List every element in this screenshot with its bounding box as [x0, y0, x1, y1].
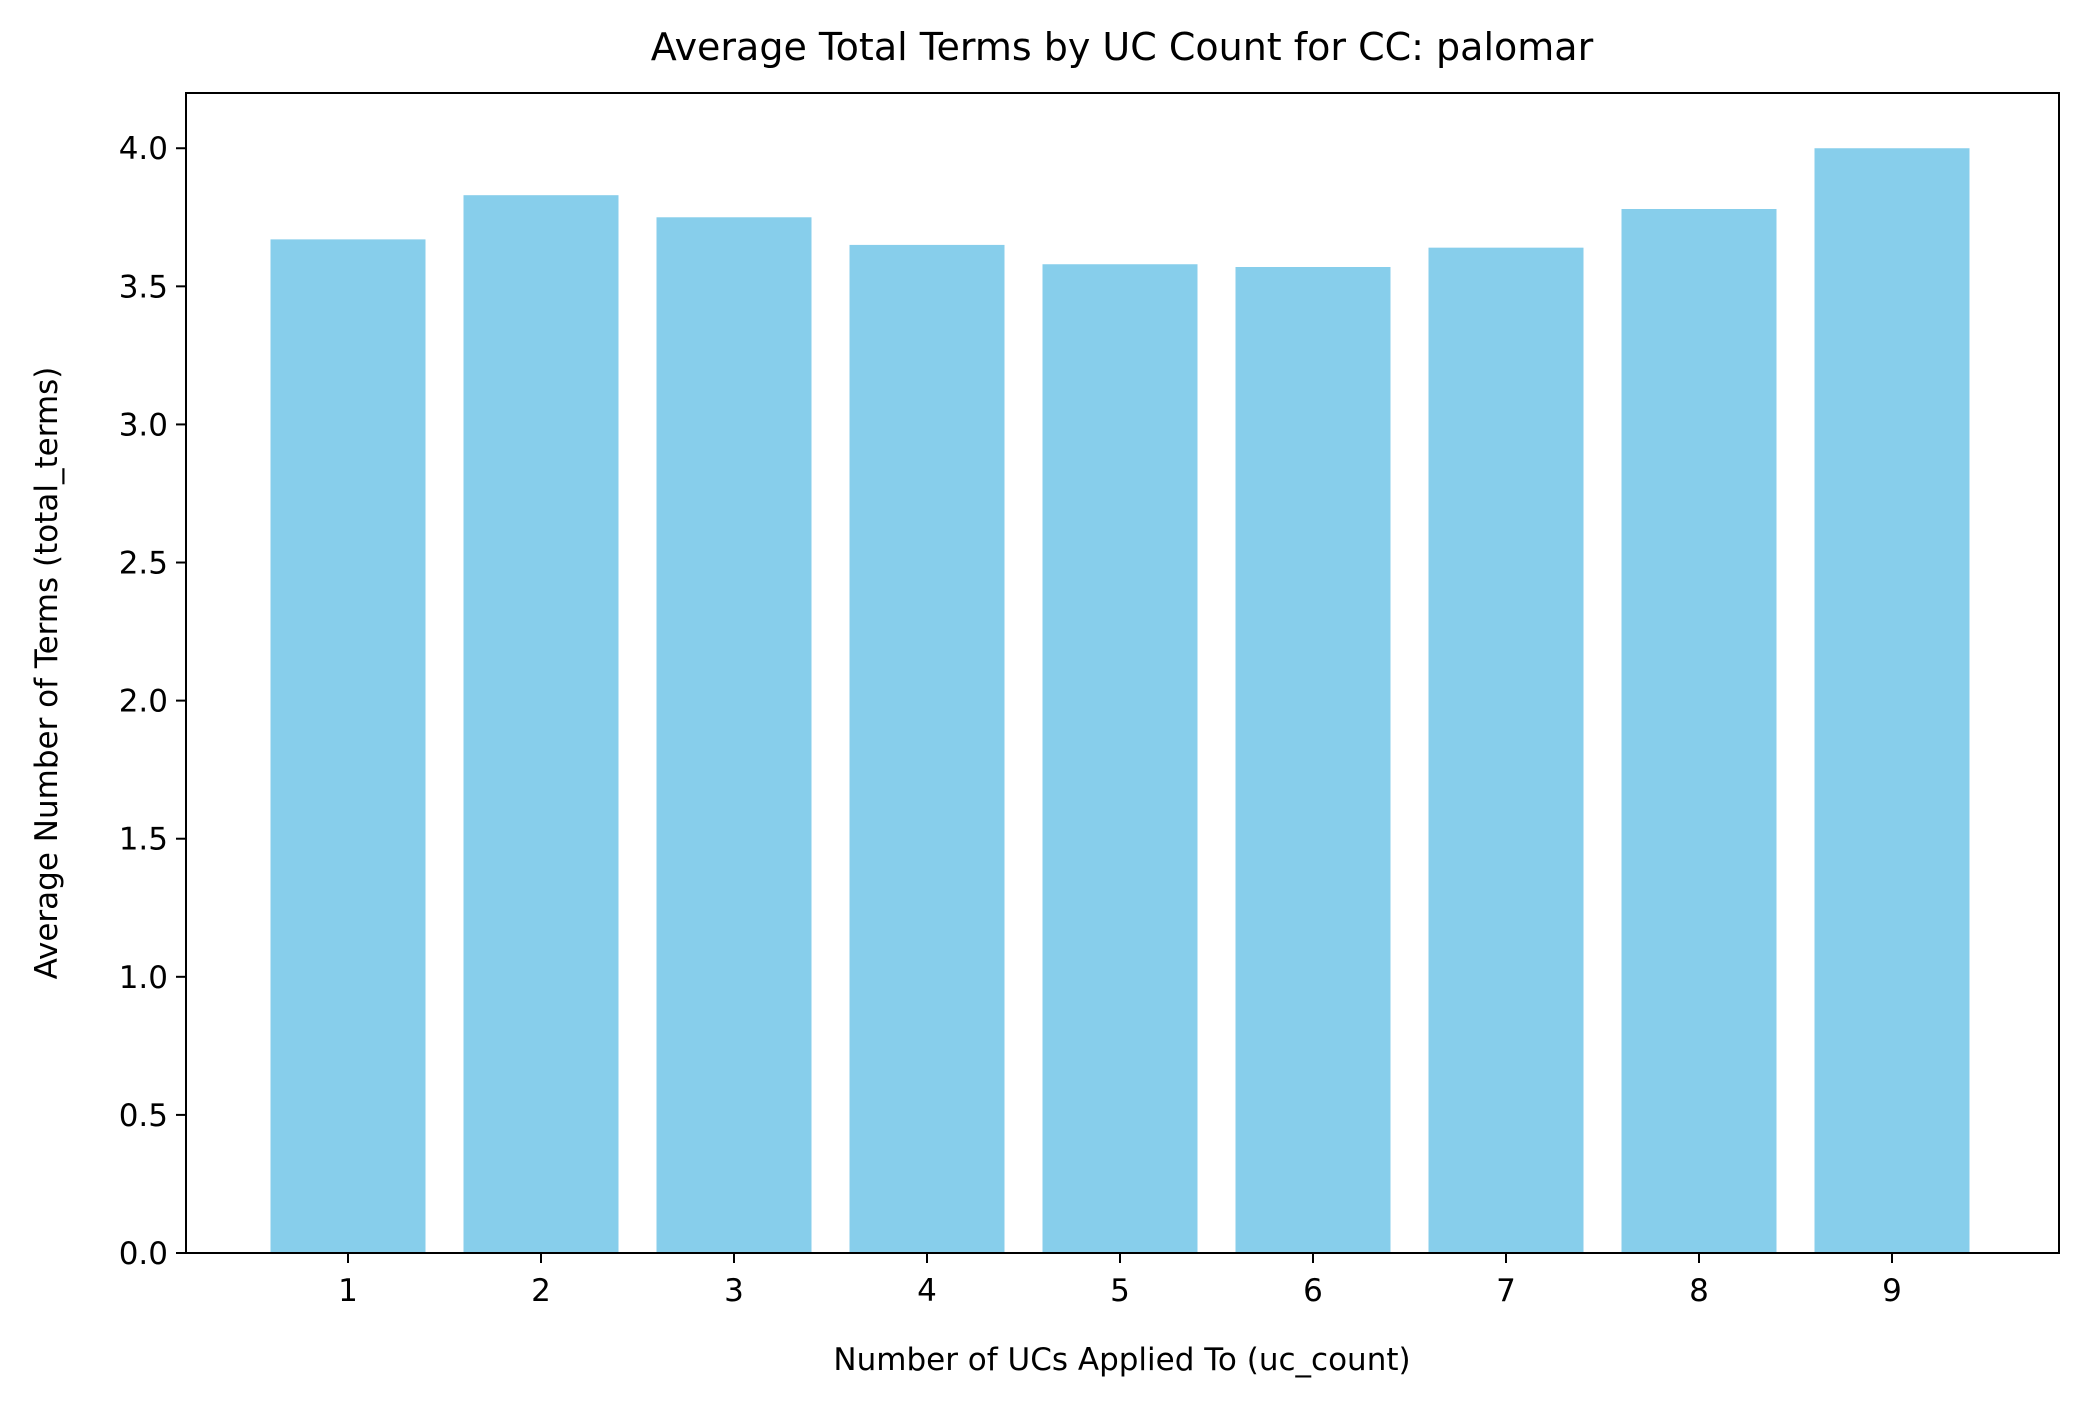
x-axis-label: Number of UCs Applied To (uc_count) [833, 1342, 1410, 1378]
y-tick-label: 2.0 [119, 684, 168, 720]
y-tick-label: 4.0 [119, 131, 168, 167]
bar-9 [1814, 148, 1970, 1254]
y-axis-label: Average Number of Terms (total_terms) [29, 367, 65, 980]
x-tick-label: 5 [1110, 1273, 1130, 1309]
y-tick-label: 3.5 [119, 269, 168, 305]
y-tick-label: 1.0 [119, 960, 168, 996]
plot-area-frame [185, 92, 2060, 1254]
bar-5 [1042, 264, 1198, 1253]
x-axis-ticks: 1 2 3 4 5 6 7 8 9 [338, 1253, 1902, 1309]
x-tick-label: 6 [1303, 1273, 1323, 1309]
bars-group [270, 148, 1970, 1254]
bar-3 [656, 217, 812, 1253]
bar-2 [463, 195, 619, 1254]
bar-6 [1235, 267, 1391, 1253]
y-axis-ticks: 0.0 0.5 1.0 1.5 2.0 2.5 3.0 3.5 4.0 [119, 131, 186, 1272]
bar-8 [1621, 209, 1777, 1253]
x-tick-label: 2 [531, 1273, 551, 1309]
y-tick-label: 1.5 [119, 822, 168, 858]
bar-1 [270, 239, 426, 1253]
y-tick-label: 3.0 [119, 407, 168, 443]
x-tick-label: 4 [917, 1273, 937, 1309]
y-tick-label: 2.5 [119, 546, 168, 582]
y-tick-label: 0.5 [119, 1098, 168, 1134]
x-tick-label: 1 [338, 1273, 358, 1309]
x-tick-label: 3 [724, 1273, 744, 1309]
bar-7 [1428, 247, 1584, 1253]
y-tick-label: 0.0 [119, 1236, 168, 1272]
x-tick-label: 8 [1689, 1273, 1709, 1309]
x-tick-label: 7 [1496, 1273, 1516, 1309]
bar-4 [849, 244, 1005, 1253]
x-tick-label: 9 [1882, 1273, 1902, 1309]
chart-title: Average Total Terms by UC Count for CC: … [651, 25, 1594, 69]
